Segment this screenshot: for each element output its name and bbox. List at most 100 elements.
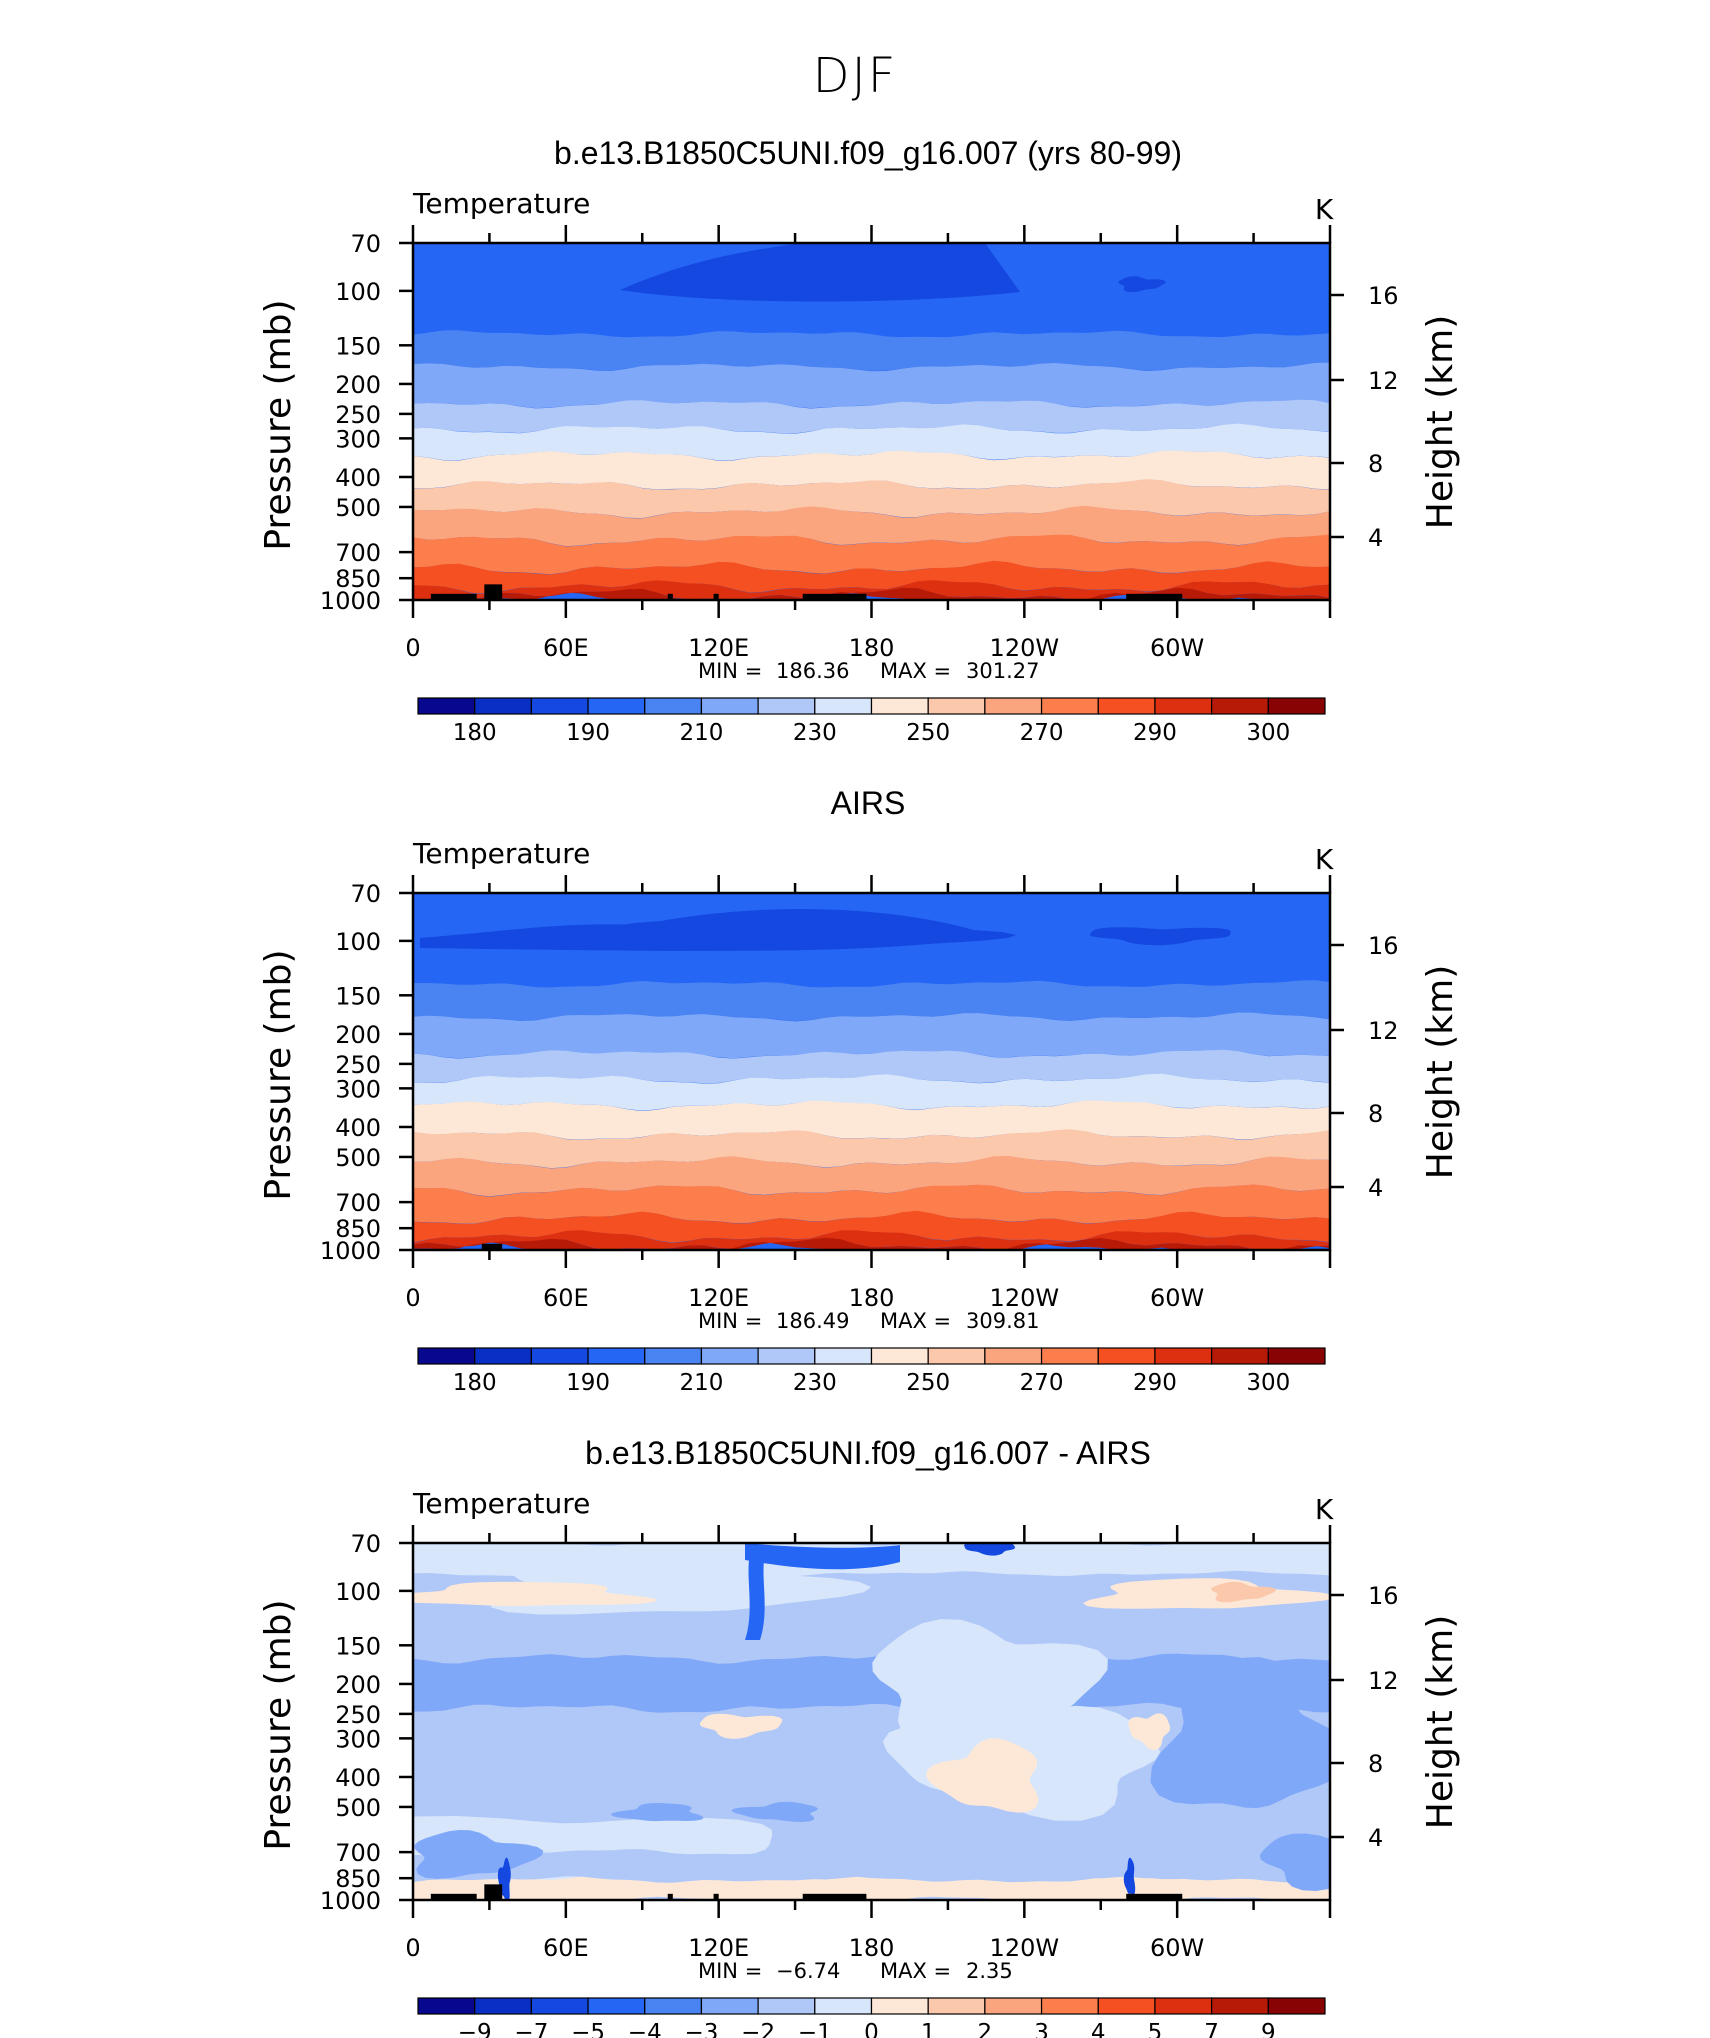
colorbar: 180 190 210 230 250 270 290 300: [417, 1347, 1326, 1396]
land-mask: [667, 593, 673, 600]
variable-label: Temperature: [412, 187, 590, 220]
land-mask: [430, 1893, 477, 1900]
colorbar-swatch: [757, 1997, 816, 2015]
colorbar-swatch: [530, 1997, 589, 2015]
colorbar-label: 230: [793, 1370, 837, 1396]
colorbar-label: 270: [1020, 1370, 1064, 1396]
x-tick-label: 120W: [990, 1284, 1060, 1312]
colorbar-swatch: [870, 1997, 929, 2015]
stat-min-value: 186.36: [776, 659, 849, 683]
y-tick-label: 1000: [320, 1887, 381, 1915]
colorbar-swatch: [587, 1997, 646, 2015]
y-tick-label: 70: [350, 1530, 381, 1558]
y-tick-label: 100: [335, 928, 381, 956]
contour-band: [413, 1230, 1330, 1250]
colorbar-swatch: [984, 1347, 1043, 1365]
x-tick-label: 0: [405, 1934, 420, 1962]
colorbar-label: −9: [458, 2020, 492, 2038]
contour-band: [1211, 1581, 1277, 1603]
stat-max-label: MAX =: [880, 659, 951, 683]
colorbar-label: 1: [921, 2020, 936, 2038]
x-tick-label: 180: [849, 634, 895, 662]
y-tick-label: 200: [335, 1021, 381, 1049]
colorbar-swatch: [644, 1347, 703, 1365]
colorbar-swatch: [1097, 1997, 1156, 2015]
units-label: K: [1315, 193, 1334, 226]
contour-band: [434, 587, 1330, 600]
x-tick-label: 60W: [1150, 1284, 1204, 1312]
colorbar-label: −2: [741, 2020, 775, 2038]
stat-max-value: 309.81: [966, 1309, 1039, 1333]
units-label: K: [1315, 843, 1334, 876]
x-tick-label: 120E: [688, 1284, 749, 1312]
colorbar-swatch: [700, 697, 759, 715]
contour-band: [413, 980, 1330, 1021]
colorbar-swatch: [1267, 1997, 1326, 2015]
colorbar-label: −5: [571, 2020, 605, 2038]
contour-band: [413, 534, 1330, 575]
colorbar-swatch: [1154, 1347, 1213, 1365]
colorbar-label: 270: [1020, 720, 1064, 746]
contour-band: [413, 1848, 1330, 1883]
y-tick-label: 200: [335, 371, 381, 399]
colorbar-swatch: [1267, 697, 1326, 715]
colorbar-label: 9: [1261, 2020, 1276, 2038]
colorbar-swatch: [984, 697, 1043, 715]
contour-band: [413, 1210, 1330, 1243]
colorbar-label: 3: [1034, 2020, 1049, 2038]
y-tick-label: 250: [335, 1701, 381, 1729]
land-mask: [484, 584, 503, 600]
y-tick-label: 70: [350, 230, 381, 258]
land-mask: [430, 593, 477, 600]
y-tick-label: 400: [335, 464, 381, 492]
contour-band: [731, 1801, 818, 1822]
colorbar-swatch: [814, 1347, 873, 1365]
contour-band: [1123, 1857, 1136, 1896]
colorbar-label: 0: [864, 2020, 879, 2038]
colorbar-label: 5: [1148, 2020, 1163, 2038]
contour-band: [413, 1184, 1330, 1224]
colorbar-swatch: [644, 697, 703, 715]
colorbar-swatch: [1267, 1347, 1326, 1365]
variable-label: Temperature: [412, 1487, 590, 1520]
x-tick-label: 60W: [1150, 1934, 1204, 1962]
x-tick-label: 120E: [688, 634, 749, 662]
colorbar-label: 210: [679, 720, 723, 746]
colorbar-swatch: [984, 1997, 1043, 2015]
colorbar-label: 2: [978, 2020, 993, 2038]
contour-band: [413, 1581, 657, 1606]
y-tick-right-label: 4: [1368, 1824, 1383, 1852]
colorbar-swatch: [1211, 1997, 1269, 2015]
y-axis-title-right: Height (km): [1420, 315, 1461, 529]
x-tick-label: 60E: [543, 1284, 589, 1312]
stat-min-label: MIN =: [698, 1959, 762, 1983]
contour-band: [413, 1156, 1330, 1197]
contour-band: [413, 423, 1330, 461]
panel-title: b.e13.B1850C5UNI.f09_g16.007 - AIRS: [585, 1435, 1151, 1471]
colorbar-swatch: [700, 1347, 759, 1365]
x-tick-label: 120E: [688, 1934, 749, 1962]
y-tick-label: 250: [335, 1051, 381, 1079]
y-tick-label: 500: [335, 494, 381, 522]
colorbar-swatch: [587, 1347, 646, 1365]
x-tick-label: 60E: [543, 634, 589, 662]
y-tick-right-label: 12: [1368, 1667, 1399, 1695]
land-mask: [713, 593, 719, 600]
contour-band: [413, 362, 1330, 409]
y-tick-label: 150: [335, 332, 381, 360]
y-tick-label: 200: [335, 1671, 381, 1699]
contour-field: [413, 1543, 1330, 1900]
colorbar-swatch: [1097, 1347, 1156, 1365]
colorbar-swatch: [474, 1347, 532, 1365]
x-tick-label: 120W: [990, 634, 1060, 662]
y-tick-right-label: 16: [1368, 932, 1399, 960]
colorbar: −9 −7 −5 −4 −3 −2 −1 0 1 2 3 4 5 7 9: [417, 1997, 1326, 2038]
y-tick-label: 700: [335, 1839, 381, 1867]
y-tick-label: 700: [335, 539, 381, 567]
colorbar-swatch: [814, 697, 873, 715]
colorbar-label: −4: [628, 2020, 662, 2038]
chart-panel-2: AIRS Temperature K 0 60E 120E 180 120W 60W 70 100 1…: [258, 785, 1461, 1396]
colorbar-swatch: [757, 1347, 816, 1365]
panels: b.e13.B1850C5UNI.f09_g16.007 (yrs 80-99)…: [258, 135, 1461, 2038]
